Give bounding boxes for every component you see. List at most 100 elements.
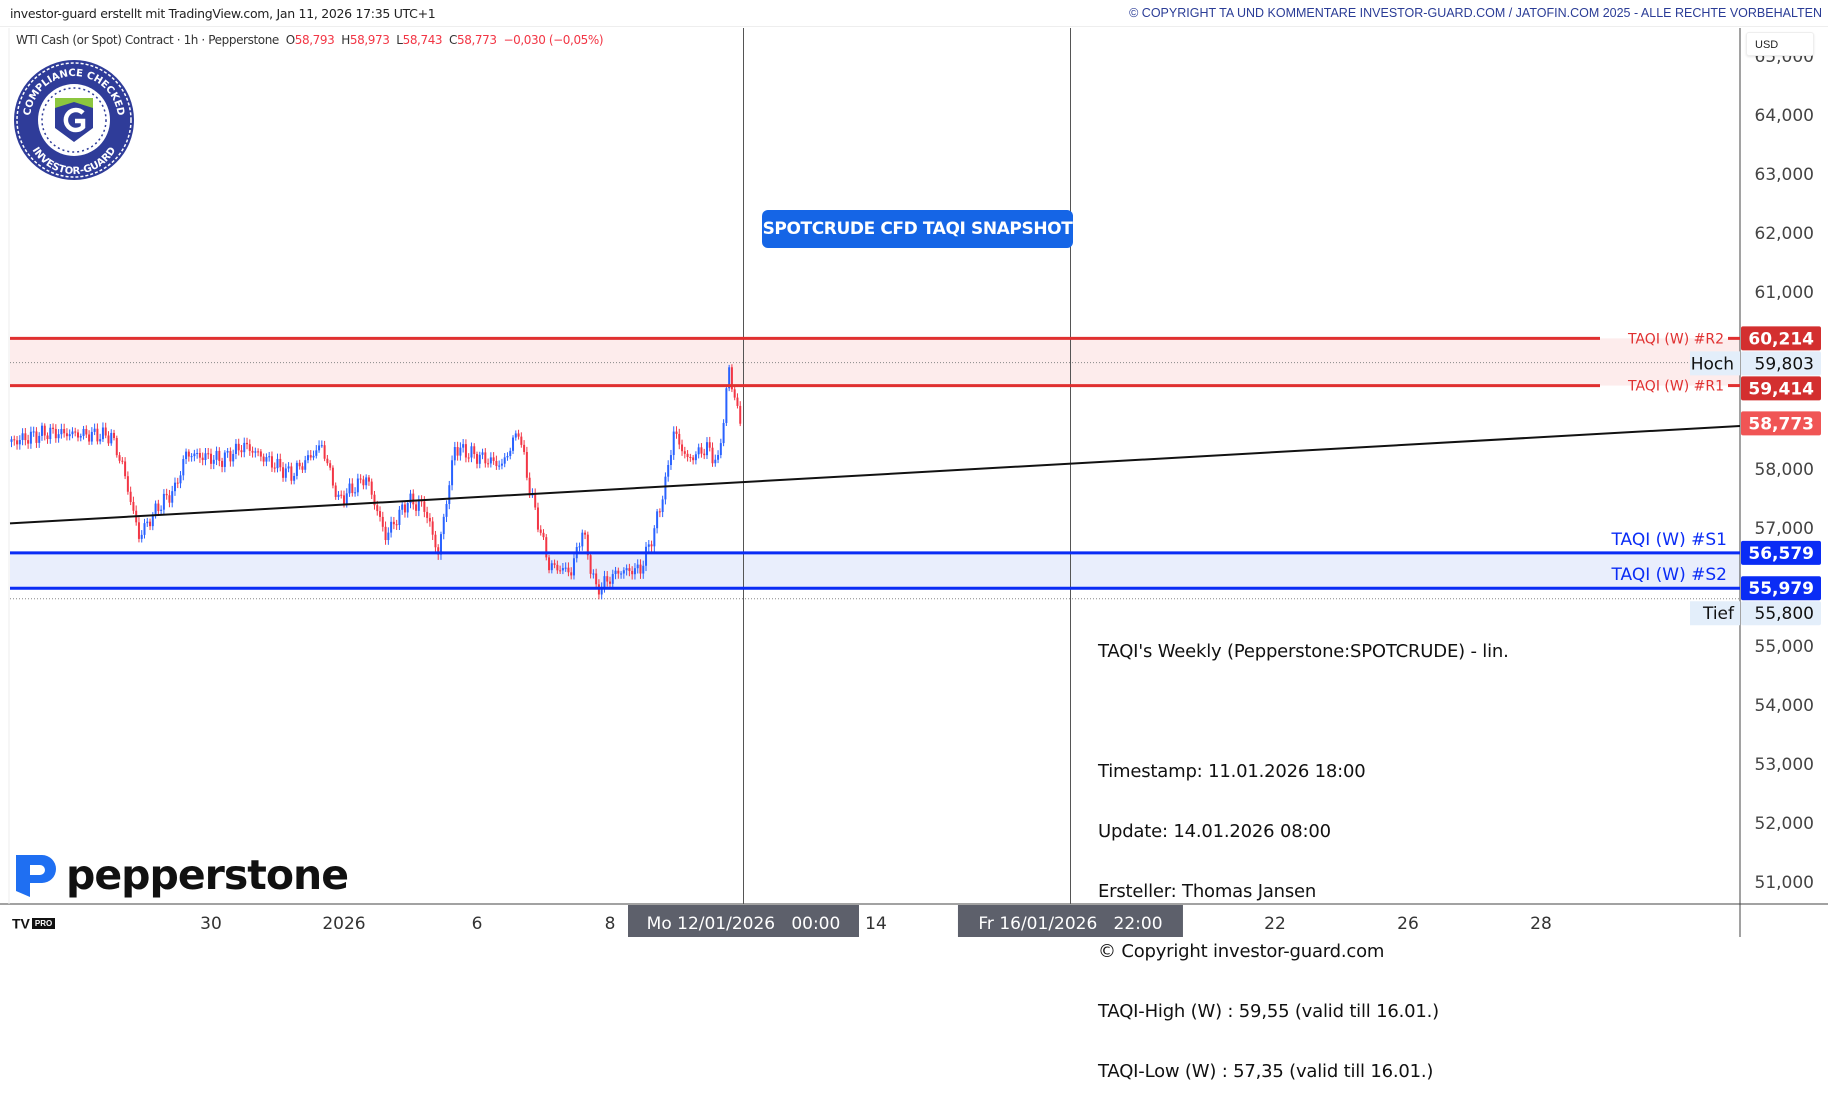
extreme-label-bg xyxy=(1690,601,1740,626)
candle-body xyxy=(536,507,539,530)
candle-body xyxy=(107,435,110,444)
candle-body xyxy=(315,450,318,456)
candle-body xyxy=(525,451,528,478)
candle-body xyxy=(204,453,207,461)
candle-body xyxy=(678,433,681,445)
candle-body xyxy=(426,511,429,518)
time-tick-label: 14 xyxy=(865,914,887,934)
level-price-tag-bg xyxy=(1741,576,1821,601)
candle-body xyxy=(290,466,293,481)
candle-body xyxy=(514,433,517,438)
candle-body xyxy=(481,452,484,455)
candle-body xyxy=(653,528,656,547)
pepperstone-logo: pepperstone xyxy=(12,850,349,900)
tradingview-logo[interactable]: TV PRO xyxy=(12,914,56,932)
level-price-tag: 55,979 xyxy=(1748,579,1814,599)
price-tick-label: 54,000 xyxy=(1755,696,1814,716)
level-price-tag: 59,414 xyxy=(1748,379,1814,399)
candle-body xyxy=(658,511,661,513)
high-price-tag-bg xyxy=(1741,351,1821,376)
candle-body xyxy=(193,453,196,457)
candle-body xyxy=(323,445,326,459)
candle-body xyxy=(553,563,556,565)
candle-body xyxy=(110,432,113,444)
candle-body xyxy=(633,568,636,575)
high-price-tag: 59,803 xyxy=(1755,354,1814,374)
symbol-legend[interactable]: WTI Cash (or Spot) Contract · 1h · Peppe… xyxy=(16,33,604,47)
high-label: H xyxy=(341,33,350,47)
candle-body xyxy=(509,450,512,457)
candle-body xyxy=(609,581,611,584)
candle-body xyxy=(329,463,332,468)
candle-body xyxy=(124,461,127,477)
price-tick-label: 62,000 xyxy=(1755,224,1814,244)
pro-badge: PRO xyxy=(31,917,56,929)
candle-body xyxy=(276,458,279,469)
time-highlight-bg xyxy=(957,905,1183,937)
candle-body xyxy=(694,454,697,461)
candle-body xyxy=(476,454,478,464)
candle-body xyxy=(669,455,672,465)
candle-body xyxy=(689,456,692,458)
price-tick-label: 61,000 xyxy=(1755,283,1814,303)
candle-body xyxy=(77,432,79,438)
pepperstone-wordmark: pepperstone xyxy=(66,851,349,899)
candle-body xyxy=(631,570,634,575)
candle-body xyxy=(254,451,257,453)
candle-body xyxy=(611,574,614,584)
candle-body xyxy=(71,431,74,435)
candle-body xyxy=(149,521,152,527)
candle-body xyxy=(717,455,720,460)
candle-body xyxy=(43,425,46,436)
price-tick-label: 55,000 xyxy=(1755,637,1814,657)
last-price-tag: 58,773 xyxy=(1748,414,1814,434)
candle-body xyxy=(210,453,212,464)
candle-body xyxy=(495,460,498,467)
candle-body xyxy=(229,451,232,462)
candle-body xyxy=(35,431,38,443)
candle-body xyxy=(38,435,41,443)
candle-body xyxy=(439,534,442,555)
candle-body xyxy=(334,485,337,497)
candle-body xyxy=(445,504,448,517)
candle-body xyxy=(739,405,742,424)
candle-body xyxy=(298,462,301,467)
candle-body xyxy=(567,567,570,573)
badge-dots xyxy=(41,87,107,153)
candle-body xyxy=(27,440,30,444)
candle-body xyxy=(246,442,249,445)
close-label: C xyxy=(449,33,457,47)
candle-body xyxy=(539,529,542,533)
low-label: L xyxy=(396,33,403,47)
candle-body xyxy=(722,422,725,444)
candle-body xyxy=(16,440,19,445)
candle-body xyxy=(74,431,77,433)
price-chart[interactable]: TAQI (W) #R2 TAQI (W) #R1 TAQI (W) #S1 TAQI… xyxy=(0,0,1828,937)
candle-body xyxy=(578,546,581,548)
candle-body xyxy=(453,447,456,461)
candle-body xyxy=(265,457,268,462)
candle-body xyxy=(434,534,437,548)
candle-body xyxy=(262,456,265,462)
candle-body xyxy=(423,501,426,512)
candle-body xyxy=(270,456,273,468)
candle-body xyxy=(343,495,345,505)
candle-body xyxy=(442,516,445,535)
candle-body xyxy=(140,534,143,539)
tv-mark: TV xyxy=(12,915,30,932)
candle-body xyxy=(251,450,254,453)
candle-body xyxy=(492,457,495,461)
candle-body xyxy=(376,505,379,512)
candle-body xyxy=(636,564,639,569)
candle-body xyxy=(171,491,174,503)
candle-body xyxy=(306,455,309,461)
candle-body xyxy=(179,475,182,484)
credit-text: investor-guard erstellt mit TradingView.… xyxy=(10,6,436,21)
candle-body xyxy=(212,459,215,464)
candle-body xyxy=(705,442,708,456)
candle-body xyxy=(672,431,675,456)
candle-body xyxy=(99,439,102,442)
candle-body xyxy=(528,477,531,496)
time-highlight-bg xyxy=(628,905,859,937)
currency-selector[interactable]: USD xyxy=(1746,32,1814,56)
